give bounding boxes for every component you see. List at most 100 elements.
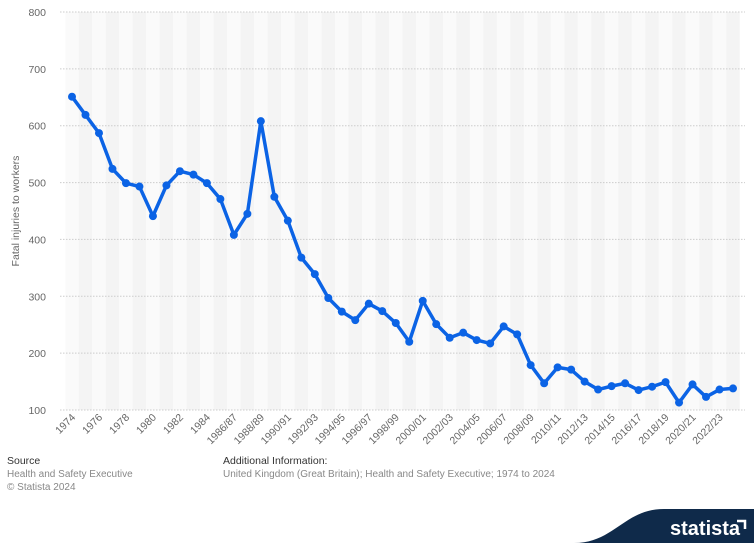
- svg-text:statista: statista: [670, 518, 741, 540]
- x-tick-label: 1974: [53, 412, 78, 437]
- category-band: [200, 12, 214, 410]
- data-point: [121, 179, 130, 188]
- data-point: [337, 307, 346, 316]
- category-band: [348, 12, 363, 410]
- category-band: [308, 12, 322, 410]
- data-point: [594, 385, 603, 394]
- data-point: [351, 316, 360, 325]
- data-point: [108, 164, 117, 173]
- data-point: [202, 179, 211, 188]
- data-point: [540, 379, 549, 388]
- data-point: [256, 117, 265, 126]
- y-axis-label: Fatal injuries to workers: [10, 156, 22, 267]
- data-point: [405, 337, 414, 346]
- category-band: [483, 12, 497, 410]
- data-point: [270, 192, 279, 201]
- category-band: [321, 12, 336, 410]
- x-tick-label: 1982: [161, 412, 186, 437]
- data-point: [243, 209, 252, 218]
- category-band: [415, 12, 430, 410]
- data-point: [634, 386, 643, 395]
- category-band: [375, 12, 390, 410]
- y-tick-label: 200: [28, 348, 46, 360]
- data-point: [324, 293, 333, 302]
- data-point: [661, 378, 670, 387]
- category-band: [712, 12, 727, 410]
- category-band: [146, 12, 160, 410]
- data-point: [148, 212, 157, 221]
- category-band: [604, 12, 619, 410]
- y-tick-label: 400: [28, 234, 46, 246]
- category-band: [429, 12, 443, 410]
- category-band: [119, 12, 133, 410]
- category-band: [591, 12, 605, 410]
- data-point: [391, 319, 400, 328]
- data-point: [702, 392, 711, 401]
- category-band: [159, 12, 174, 410]
- source-text: Health and Safety Executive: [7, 469, 133, 480]
- category-band: [618, 12, 632, 410]
- category-band: [523, 12, 538, 410]
- category-band: [227, 12, 241, 410]
- y-tick-label: 600: [28, 121, 46, 133]
- data-point: [486, 339, 495, 348]
- y-tick-label: 500: [28, 178, 46, 190]
- category-band: [442, 12, 457, 410]
- category-band: [658, 12, 673, 410]
- data-point: [607, 382, 616, 391]
- category-band: [631, 12, 646, 410]
- data-point: [715, 385, 724, 394]
- category-band: [92, 12, 106, 410]
- line-chart: 100 200 300 400 500 600 700 800 Fatal injuries t…: [10, 7, 745, 447]
- category-band: [699, 12, 713, 410]
- data-point: [229, 230, 238, 239]
- category-band: [294, 12, 309, 410]
- data-point: [499, 322, 508, 331]
- data-point: [553, 363, 562, 372]
- data-point: [729, 384, 737, 393]
- data-point: [445, 333, 454, 342]
- category-band: [564, 12, 578, 410]
- data-point: [621, 379, 630, 388]
- y-tick-label: 100: [28, 405, 46, 417]
- data-point: [68, 92, 76, 101]
- data-point: [162, 181, 171, 190]
- category-band: [550, 12, 565, 410]
- category-band: [685, 12, 700, 410]
- category-band: [78, 12, 93, 410]
- data-point: [189, 170, 198, 179]
- category-band: [281, 12, 295, 410]
- copyright: © Statista 2024: [7, 482, 76, 493]
- x-tick-label: 2022/23: [690, 412, 725, 447]
- data-point: [648, 382, 657, 391]
- category-band: [254, 12, 268, 410]
- data-point: [688, 380, 697, 389]
- statista-logo[interactable]: statista: [574, 501, 754, 543]
- data-point: [364, 299, 373, 308]
- info-title: Additional Information:: [223, 455, 328, 467]
- category-band: [456, 12, 470, 410]
- data-point: [580, 377, 589, 386]
- category-band: [645, 12, 659, 410]
- data-point: [526, 361, 535, 370]
- data-point: [513, 330, 522, 339]
- data-point: [297, 253, 306, 262]
- x-tick-label: 1980: [134, 412, 159, 437]
- category-band: [726, 12, 740, 410]
- source-block: Source Health and Safety Executive © Sta…: [7, 455, 133, 494]
- y-tick-label: 800: [28, 7, 46, 19]
- data-point: [216, 195, 225, 204]
- y-tick-label: 300: [28, 291, 46, 303]
- info-text: United Kingdom (Great Britain); Health a…: [223, 469, 555, 480]
- y-tick-label: 700: [28, 64, 46, 76]
- data-point: [432, 320, 441, 329]
- category-band: [389, 12, 403, 410]
- category-band: [496, 12, 511, 410]
- source-title: Source: [7, 455, 41, 467]
- additional-info: Additional Information: United Kingdom (…: [223, 455, 555, 481]
- category-band: [105, 12, 120, 410]
- data-point: [175, 167, 184, 176]
- data-point: [310, 270, 319, 279]
- category-band: [335, 12, 349, 410]
- category-band: [213, 12, 228, 410]
